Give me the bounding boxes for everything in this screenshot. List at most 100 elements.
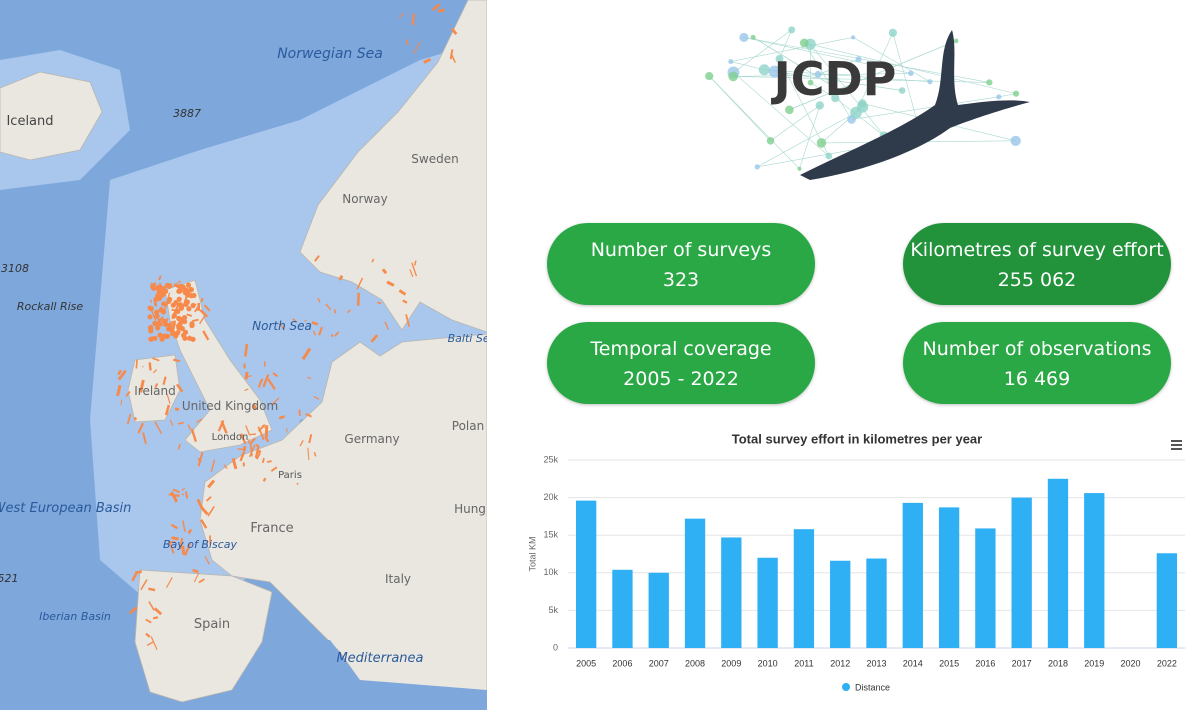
survey-track xyxy=(244,343,249,357)
map-label: Iceland xyxy=(6,114,53,129)
survey-track xyxy=(249,442,253,457)
bar xyxy=(975,528,996,648)
survey-track xyxy=(206,496,212,502)
survey-track xyxy=(149,299,153,303)
survey-track xyxy=(292,318,298,323)
y-axis-label: Total KM xyxy=(527,536,537,571)
survey-track xyxy=(139,379,145,393)
survey-track xyxy=(405,314,410,327)
survey-point xyxy=(150,284,156,290)
network-link xyxy=(733,72,911,77)
survey-track xyxy=(200,506,209,516)
stat-value: 323 xyxy=(662,269,700,291)
survey-point xyxy=(155,325,161,331)
map-label: United Kingdom xyxy=(182,399,278,413)
survey-track xyxy=(174,407,180,412)
survey-point xyxy=(184,292,191,298)
survey-track xyxy=(194,303,197,306)
sea xyxy=(250,640,487,710)
legend-label: Distance xyxy=(855,682,890,692)
network-node xyxy=(814,70,822,78)
survey-track xyxy=(248,444,256,458)
survey-point xyxy=(183,287,189,293)
network-link xyxy=(770,105,821,142)
survey-track xyxy=(261,425,265,428)
network-link xyxy=(853,37,931,82)
stat-card: Temporal coverage 2005 - 2022 xyxy=(547,322,815,404)
survey-track xyxy=(181,289,187,296)
survey-point xyxy=(186,306,192,312)
survey-track xyxy=(187,424,192,430)
survey-track xyxy=(129,606,138,615)
survey-track xyxy=(450,53,456,63)
survey-track xyxy=(249,437,256,445)
survey-track xyxy=(409,269,414,278)
map-labels: Norwegian Sea Iceland 3887 Sweden Norway 3108… xyxy=(0,46,487,666)
survey-point xyxy=(156,286,162,292)
survey-track xyxy=(173,358,181,363)
stat-label: Kilometres of survey effort xyxy=(910,239,1164,261)
menu-icon[interactable] xyxy=(1171,440,1182,450)
map-label: 521 xyxy=(0,572,19,585)
survey-track xyxy=(137,422,144,434)
survey-track xyxy=(318,326,323,336)
survey-track xyxy=(257,449,262,454)
survey-track xyxy=(313,395,320,400)
survey-track xyxy=(264,435,270,443)
map-label: North Sea xyxy=(252,319,312,333)
survey-point xyxy=(167,322,173,328)
network-node xyxy=(831,93,840,103)
survey-track xyxy=(312,330,317,336)
network-node xyxy=(807,79,814,86)
x-tick-label: 2010 xyxy=(758,658,778,668)
survey-point xyxy=(190,302,196,309)
survey-track xyxy=(398,289,407,296)
survey-point xyxy=(148,336,154,342)
survey-track xyxy=(171,536,179,541)
survey-track xyxy=(257,378,264,388)
survey-track xyxy=(152,357,160,362)
network-node xyxy=(986,79,993,86)
survey-track xyxy=(257,426,265,441)
network-node xyxy=(856,101,869,113)
survey-track xyxy=(203,304,211,312)
network-node xyxy=(1012,90,1020,97)
survey-point xyxy=(190,336,196,342)
network-node xyxy=(815,101,825,110)
survey-point xyxy=(152,320,158,326)
x-tick-label: 2016 xyxy=(975,658,995,668)
survey-point xyxy=(185,282,192,288)
network-node xyxy=(927,79,933,85)
map-label: Italy xyxy=(385,572,411,586)
x-tick-label: 2009 xyxy=(721,658,741,668)
network-node xyxy=(851,35,856,40)
network-node xyxy=(785,105,794,115)
survey-track xyxy=(202,330,210,341)
survey-point xyxy=(161,301,167,307)
survey-track xyxy=(262,477,267,482)
map-label: Paris xyxy=(278,470,302,481)
survey-track xyxy=(308,434,313,444)
survey-track xyxy=(154,383,159,388)
y-tick-label: 20k xyxy=(543,492,558,502)
survey-track xyxy=(150,309,157,321)
map: Norwegian Sea Iceland 3887 Sweden Norway 3108… xyxy=(0,0,487,710)
network-node xyxy=(766,136,775,145)
map-label: Sweden xyxy=(411,152,458,166)
network-node xyxy=(816,138,827,148)
survey-track xyxy=(186,313,193,317)
network-node xyxy=(775,54,784,63)
survey-track xyxy=(307,376,312,380)
map-label: Germany xyxy=(344,432,399,446)
whale-tail xyxy=(800,30,1030,180)
bar xyxy=(1084,493,1105,648)
map-label: 3887 xyxy=(173,107,201,120)
network-node xyxy=(996,94,1002,100)
survey-track xyxy=(381,268,388,275)
survey-track xyxy=(296,482,299,485)
survey-track xyxy=(356,277,364,290)
network-link xyxy=(743,37,911,74)
map-label: Spain xyxy=(194,617,230,632)
survey-track xyxy=(117,369,127,381)
